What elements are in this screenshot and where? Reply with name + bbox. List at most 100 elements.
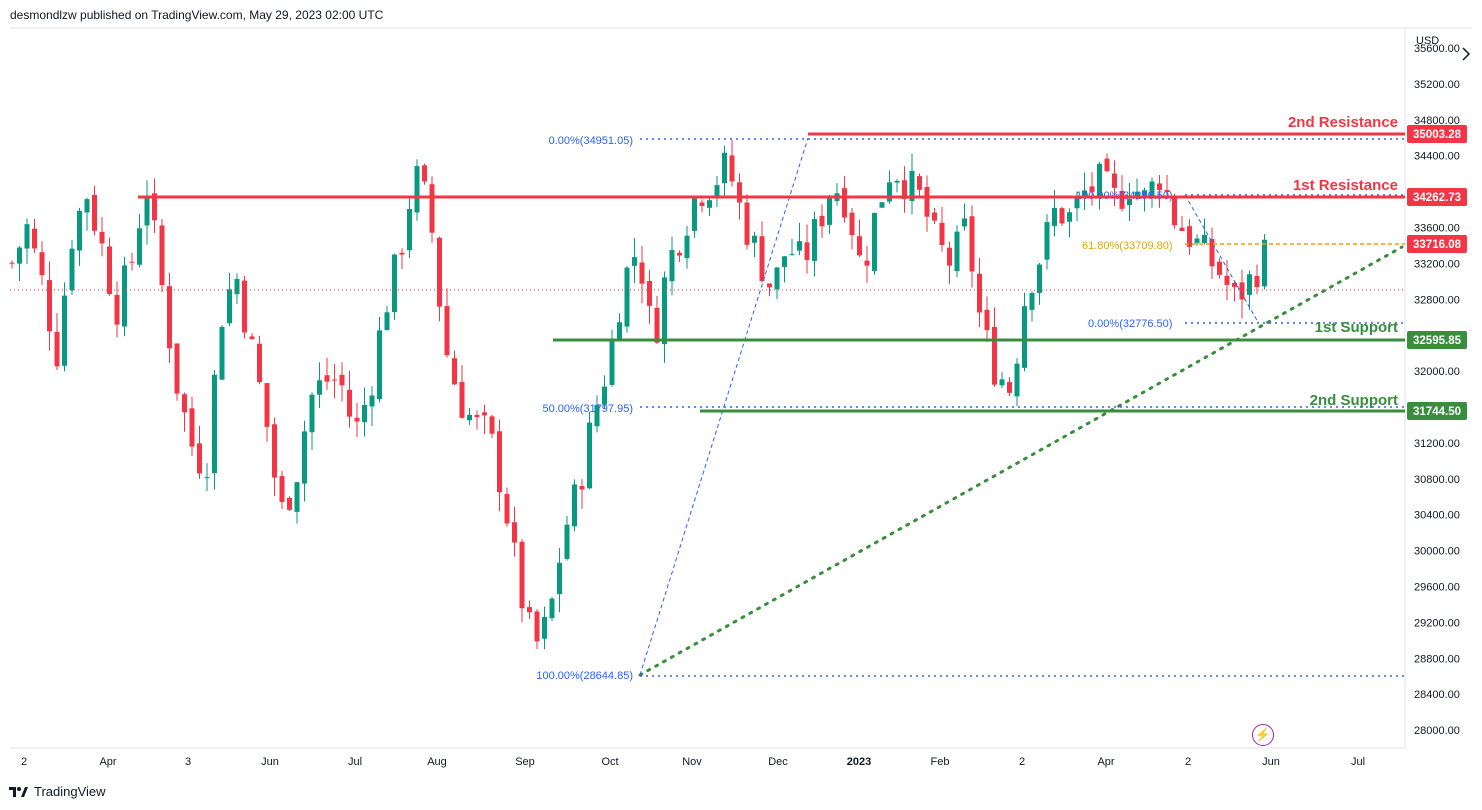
candle-body [24, 224, 30, 249]
candle-body [17, 247, 22, 264]
candle-body [1142, 190, 1147, 196]
candle-body [662, 277, 667, 345]
candle-body [62, 295, 67, 366]
candle-body [632, 257, 637, 266]
price-badge [1407, 125, 1467, 143]
time-axis-tick: Jul [348, 756, 362, 768]
candle-body [92, 195, 97, 231]
candle-body [422, 165, 427, 182]
candle-body [497, 431, 502, 493]
candle-body [279, 476, 285, 503]
candle-body [812, 219, 817, 261]
candle-body [909, 170, 915, 202]
candle-body [414, 166, 420, 213]
candle-body [114, 294, 120, 325]
candle-body [1224, 275, 1230, 285]
fib-label: 0.00%(34951.05) [549, 135, 633, 147]
candle-body [759, 236, 765, 282]
candle-body [302, 431, 307, 484]
candle-body [107, 246, 112, 294]
candle-body [32, 228, 37, 249]
candle-body [1022, 306, 1027, 368]
level-label: 2nd Resistance [1288, 114, 1398, 131]
candle-body [827, 196, 832, 225]
candle-body [624, 267, 630, 327]
candle-body [1232, 282, 1237, 287]
time-axis-tick: 3 [185, 756, 191, 768]
time-axis-tick: Aug [427, 756, 447, 768]
time-axis-tick: Jul [1351, 756, 1365, 768]
price-axis-tick: 30000.00 [1414, 546, 1460, 558]
candle-body [1097, 163, 1102, 198]
candle-body [977, 273, 982, 313]
footer-brand: TradingView [34, 784, 106, 799]
price-axis-tick: 34800.00 [1414, 115, 1460, 127]
candle-body [842, 188, 847, 218]
candle-body [519, 541, 525, 609]
lightning-icon[interactable]: ⚡ [1252, 724, 1274, 746]
candle-body [482, 412, 487, 416]
candle-body [197, 443, 202, 474]
candle-body [542, 616, 547, 639]
candle-body [737, 182, 742, 203]
candle-body [317, 380, 322, 395]
fib-label: 61.80%(33709.80) [1082, 240, 1173, 252]
candle-body [1164, 189, 1170, 193]
candle-body [879, 202, 885, 208]
candle-body [332, 379, 337, 381]
level-label: 2nd Support [1310, 392, 1398, 409]
price-axis-tick: 32000.00 [1414, 366, 1460, 378]
candle-body [444, 306, 450, 356]
candle-body [234, 279, 240, 295]
candle-body [819, 215, 825, 227]
candle-body [377, 330, 382, 400]
candle-body [534, 611, 540, 642]
candle-body [264, 383, 270, 427]
candle-body [1149, 181, 1155, 196]
price-axis-tick: 28800.00 [1414, 653, 1460, 665]
time-axis-tick: Feb [931, 756, 950, 768]
candle-body [962, 218, 967, 227]
tradingview-footer: TradingView [8, 784, 106, 799]
candle-body [452, 358, 457, 385]
candle-body [1112, 173, 1117, 188]
candle-body [219, 326, 225, 380]
price-badge [1407, 235, 1467, 253]
candle-body [249, 336, 255, 340]
candle-body [549, 598, 555, 619]
candle-body [774, 267, 780, 290]
candle-body [47, 280, 52, 332]
price-badge-label: 31744.50 [1413, 406, 1461, 418]
candle-body [1202, 234, 1207, 244]
candle-body [947, 247, 952, 266]
candle-body [54, 331, 60, 367]
candle-body [512, 522, 517, 543]
time-axis-tick: Apr [1097, 756, 1114, 768]
price-axis-tick: 35200.00 [1414, 79, 1460, 91]
candle-body [294, 482, 300, 512]
level-label: 1st Resistance [1293, 177, 1398, 194]
trend-line [638, 245, 1404, 677]
candle-body [1014, 363, 1020, 397]
candle-body [767, 283, 772, 288]
candle-body [617, 322, 622, 340]
candle-body [1262, 239, 1267, 287]
candle-body [77, 210, 82, 251]
time-axis-tick: 2 [1019, 756, 1025, 768]
candle-body [1187, 226, 1192, 247]
candle-body [527, 607, 532, 613]
time-axis-tick: Dec [768, 756, 788, 768]
candle-body [1104, 158, 1110, 172]
candle-body [1074, 198, 1080, 209]
candle-body [437, 237, 442, 307]
candle-body [339, 374, 345, 386]
price-badge-label: 33716.08 [1413, 239, 1462, 251]
tradingview-logo-icon [9, 786, 28, 797]
candle-body [557, 562, 562, 595]
level-label: 1st Support [1315, 319, 1398, 336]
candle-body [752, 235, 757, 243]
candle-body [602, 386, 607, 405]
candle-body [1134, 191, 1140, 199]
price-axis-tick: 29200.00 [1414, 617, 1460, 629]
